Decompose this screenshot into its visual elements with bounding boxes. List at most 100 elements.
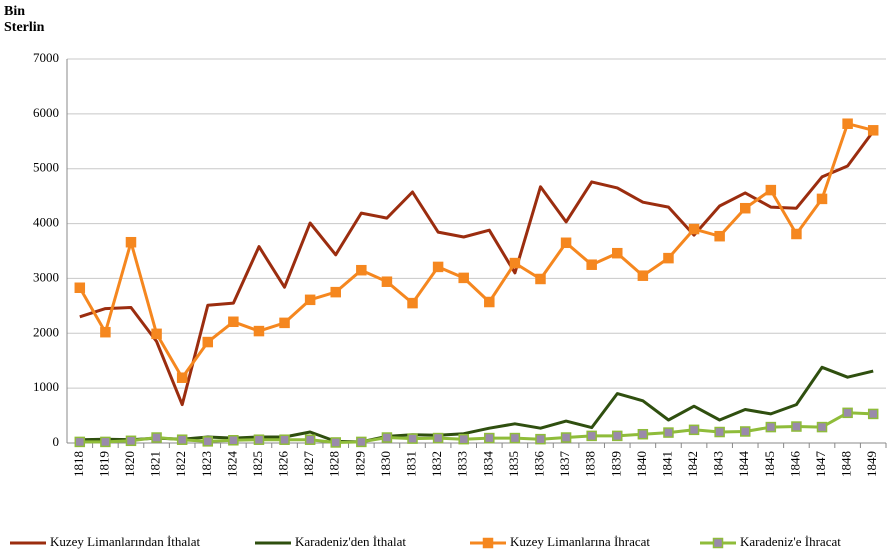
point-marker bbox=[484, 432, 495, 444]
point-marker bbox=[356, 436, 367, 448]
point-marker bbox=[842, 118, 853, 129]
point-marker bbox=[253, 434, 265, 445]
point-marker bbox=[381, 276, 393, 287]
x-tick-label: 1822 bbox=[173, 451, 188, 477]
y-tick-label: 5000 bbox=[33, 160, 59, 175]
point-marker bbox=[100, 436, 111, 448]
point-marker bbox=[330, 286, 341, 298]
point-marker bbox=[612, 430, 623, 442]
point-marker bbox=[330, 437, 341, 448]
y-tick-label: 4000 bbox=[33, 215, 59, 230]
point-marker bbox=[228, 316, 239, 328]
x-tick-label: 1830 bbox=[378, 451, 393, 477]
point-marker bbox=[125, 435, 137, 447]
point-marker bbox=[688, 223, 700, 235]
point-marker bbox=[509, 257, 521, 269]
y-tick-label: 1000 bbox=[33, 379, 59, 394]
point-marker bbox=[228, 435, 239, 446]
y-tick-label: 0 bbox=[53, 434, 60, 449]
x-tick-label: 1842 bbox=[685, 451, 700, 477]
point-marker bbox=[586, 430, 597, 442]
point-marker bbox=[714, 230, 725, 242]
point-marker bbox=[816, 421, 828, 433]
point-marker bbox=[356, 264, 367, 276]
point-marker bbox=[509, 432, 521, 444]
point-marker bbox=[151, 328, 162, 340]
x-tick-label: 1820 bbox=[122, 451, 137, 477]
x-tick-label: 1844 bbox=[736, 451, 751, 478]
point-marker bbox=[458, 433, 469, 445]
point-marker bbox=[739, 202, 751, 214]
x-tick-label: 1834 bbox=[480, 451, 495, 478]
x-tick-label: 1819 bbox=[96, 451, 111, 477]
point-marker bbox=[637, 270, 649, 281]
point-marker bbox=[560, 237, 572, 249]
point-marker bbox=[304, 434, 316, 445]
x-tick-label: 1839 bbox=[608, 451, 623, 477]
point-marker bbox=[74, 436, 86, 448]
point-marker bbox=[484, 296, 495, 308]
point-marker bbox=[304, 294, 316, 306]
x-tick-label: 1827 bbox=[301, 451, 316, 478]
legend-label: Karadeniz'den İthalat bbox=[295, 534, 406, 549]
point-marker bbox=[791, 421, 802, 432]
x-tick-label: 1843 bbox=[711, 451, 726, 477]
x-tick-label: 1829 bbox=[352, 451, 367, 477]
point-marker bbox=[253, 325, 265, 337]
x-tick-label: 1837 bbox=[557, 451, 572, 478]
point-marker bbox=[560, 432, 572, 443]
point-marker bbox=[176, 434, 188, 445]
y-tick-label: 7000 bbox=[33, 50, 59, 65]
x-tick-label: 1845 bbox=[762, 451, 777, 477]
point-marker bbox=[739, 426, 751, 437]
x-tick-label: 1849 bbox=[864, 451, 879, 477]
x-tick-label: 1825 bbox=[250, 451, 265, 477]
point-marker bbox=[407, 433, 418, 444]
point-marker bbox=[125, 236, 137, 248]
point-marker bbox=[637, 428, 649, 440]
y-tick-label: 3000 bbox=[33, 269, 59, 284]
point-marker bbox=[432, 261, 444, 273]
x-tick-label: 1838 bbox=[583, 451, 598, 477]
point-marker bbox=[663, 252, 674, 264]
point-marker bbox=[791, 228, 802, 240]
x-tick-label: 1847 bbox=[813, 451, 828, 478]
x-tick-label: 1821 bbox=[148, 451, 163, 477]
legend-label: Kuzey Limanlarından İthalat bbox=[50, 534, 201, 549]
point-marker bbox=[867, 125, 879, 136]
y-axis-label: Bin Sterlin bbox=[4, 4, 45, 35]
point-marker bbox=[407, 297, 418, 309]
x-tick-label: 1841 bbox=[659, 451, 674, 477]
point-marker bbox=[842, 407, 853, 419]
point-marker bbox=[816, 193, 828, 205]
point-marker bbox=[458, 272, 469, 284]
point-marker bbox=[688, 424, 700, 436]
legend-label: Karadeniz'e İhracat bbox=[740, 534, 841, 549]
point-marker bbox=[612, 247, 623, 259]
series-line bbox=[79, 130, 875, 407]
point-marker bbox=[535, 433, 546, 445]
x-tick-label: 1831 bbox=[404, 451, 419, 477]
point-marker bbox=[714, 426, 725, 438]
x-tick-label: 1836 bbox=[531, 451, 546, 478]
point-marker bbox=[432, 432, 444, 444]
x-tick-label: 1832 bbox=[429, 451, 444, 477]
legend-label: Kuzey Limanlarına İhracat bbox=[510, 534, 650, 549]
x-tick-label: 1824 bbox=[224, 451, 239, 478]
x-tick-label: 1835 bbox=[506, 451, 521, 477]
point-marker bbox=[381, 432, 393, 443]
x-tick-label: 1846 bbox=[787, 451, 802, 478]
point-marker bbox=[202, 336, 214, 348]
point-marker bbox=[765, 421, 777, 433]
point-marker bbox=[279, 434, 290, 445]
point-marker bbox=[176, 372, 188, 383]
x-tick-label: 1833 bbox=[455, 451, 470, 477]
point-marker bbox=[535, 273, 546, 285]
point-marker bbox=[100, 326, 111, 338]
x-tick-label: 1826 bbox=[276, 451, 291, 478]
y-tick-label: 6000 bbox=[33, 105, 59, 120]
point-marker bbox=[663, 427, 674, 438]
legend-marker bbox=[482, 537, 494, 549]
